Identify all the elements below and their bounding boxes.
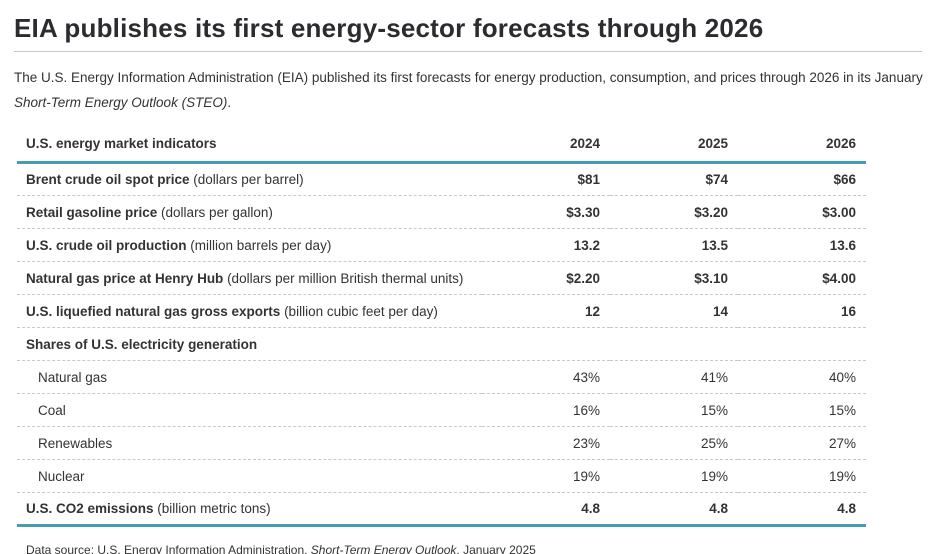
row-label: Shares of U.S. electricity generation bbox=[17, 327, 866, 361]
table-row: Shares of U.S. electricity generation bbox=[17, 327, 866, 361]
row-value: 4.8 bbox=[610, 492, 738, 527]
row-value: $3.20 bbox=[610, 195, 738, 229]
row-value: $3.00 bbox=[738, 195, 866, 229]
row-value: 19% bbox=[738, 459, 866, 493]
row-label: U.S. liquefied natural gas gross exports… bbox=[17, 294, 482, 328]
page-title: EIA publishes its first energy-sector fo… bbox=[14, 13, 764, 43]
row-value: $3.30 bbox=[482, 195, 610, 229]
row-value: 25% bbox=[610, 426, 738, 460]
column-header-2025: 2025 bbox=[610, 124, 738, 164]
row-value: 12 bbox=[482, 294, 610, 328]
row-value: 4.8 bbox=[738, 492, 866, 527]
row-value: 19% bbox=[482, 459, 610, 493]
row-value: 14 bbox=[610, 294, 738, 328]
row-label: Natural gas bbox=[17, 360, 482, 394]
row-value: $4.00 bbox=[738, 261, 866, 295]
row-value: 13.6 bbox=[738, 228, 866, 262]
intro-suffix: . bbox=[227, 95, 232, 110]
table-row: Natural gas price at Henry Hub (dollars … bbox=[17, 261, 866, 295]
row-value: $66 bbox=[738, 162, 866, 196]
source-suffix: , January 2025 bbox=[456, 543, 536, 554]
row-value: 40% bbox=[738, 360, 866, 394]
row-value: 43% bbox=[482, 360, 610, 394]
row-value: 16 bbox=[738, 294, 866, 328]
table-row: Natural gas 43% 41% 40% bbox=[17, 360, 866, 394]
row-label: U.S. crude oil production (million barre… bbox=[17, 228, 482, 262]
data-source-note: Data source: U.S. Energy Information Adm… bbox=[26, 543, 922, 554]
column-header-2026: 2026 bbox=[738, 124, 866, 164]
row-value: 15% bbox=[738, 393, 866, 427]
source-publication-title: Short-Term Energy Outlook bbox=[310, 543, 457, 554]
row-label: Coal bbox=[17, 393, 482, 427]
row-value: 15% bbox=[610, 393, 738, 427]
row-label: Natural gas price at Henry Hub (dollars … bbox=[17, 261, 482, 295]
row-value: 19% bbox=[610, 459, 738, 493]
table-row: Renewables 23% 25% 27% bbox=[17, 426, 866, 460]
row-label: U.S. CO2 emissions (billion metric tons) bbox=[17, 492, 482, 527]
row-value: $3.10 bbox=[610, 261, 738, 295]
table-row: U.S. liquefied natural gas gross exports… bbox=[17, 294, 866, 328]
row-label: Renewables bbox=[17, 426, 482, 460]
forecast-table: U.S. energy market indicators 2024 2025 … bbox=[17, 124, 866, 527]
table-row: Retail gasoline price (dollars per gallo… bbox=[17, 195, 866, 229]
row-label: Brent crude oil spot price (dollars per … bbox=[17, 162, 482, 196]
intro-paragraph: The U.S. Energy Information Administrati… bbox=[14, 65, 924, 115]
table-header-row: U.S. energy market indicators 2024 2025 … bbox=[17, 124, 866, 164]
source-text: Data source: U.S. Energy Information Adm… bbox=[26, 543, 311, 554]
row-label: Nuclear bbox=[17, 459, 482, 493]
intro-publication-title: Short-Term Energy Outlook (STEO) bbox=[14, 95, 228, 110]
row-value: 4.8 bbox=[482, 492, 610, 527]
row-value: 13.5 bbox=[610, 228, 738, 262]
intro-text: The U.S. Energy Information Administrati… bbox=[14, 70, 923, 85]
row-label: Retail gasoline price (dollars per gallo… bbox=[17, 195, 482, 229]
row-value: $81 bbox=[482, 162, 610, 196]
column-header-indicators: U.S. energy market indicators bbox=[17, 124, 482, 164]
row-value: 16% bbox=[482, 393, 610, 427]
table-row: Coal 16% 15% 15% bbox=[17, 393, 866, 427]
title-divider bbox=[14, 51, 922, 52]
row-value: $2.20 bbox=[482, 261, 610, 295]
table-row: U.S. CO2 emissions (billion metric tons)… bbox=[17, 492, 866, 527]
row-value: $74 bbox=[610, 162, 738, 196]
table-header: U.S. energy market indicators 2024 2025 … bbox=[17, 124, 866, 164]
table-row: U.S. crude oil production (million barre… bbox=[17, 228, 866, 262]
table-row: Brent crude oil spot price (dollars per … bbox=[17, 162, 866, 196]
row-value: 27% bbox=[738, 426, 866, 460]
column-header-2024: 2024 bbox=[482, 124, 610, 164]
table-body: Brent crude oil spot price (dollars per … bbox=[17, 162, 866, 527]
row-value: 23% bbox=[482, 426, 610, 460]
row-value: 41% bbox=[610, 360, 738, 394]
table-row: Nuclear 19% 19% 19% bbox=[17, 459, 866, 493]
row-value: 13.2 bbox=[482, 228, 610, 262]
